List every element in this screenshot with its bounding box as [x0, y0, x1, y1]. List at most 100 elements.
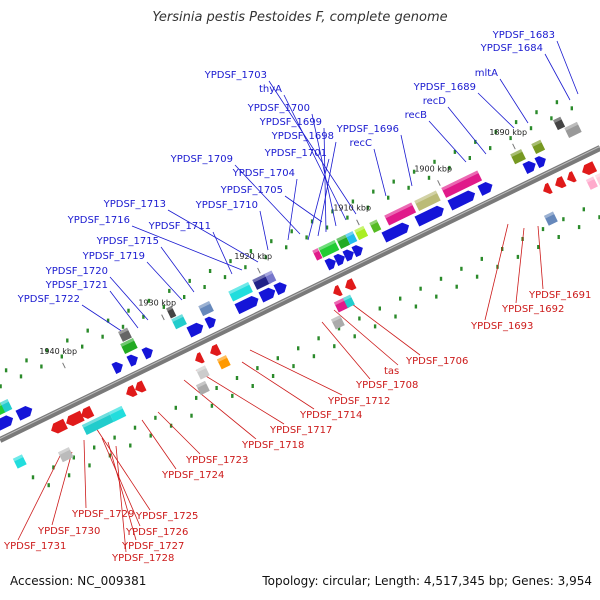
tick-line [437, 180, 441, 186]
small-gene-mark [346, 215, 349, 220]
gene-arrow-reverse [126, 384, 138, 397]
gene-feature [51, 418, 68, 434]
gene-box [216, 355, 231, 370]
small-gene-mark [60, 354, 63, 359]
small-gene-mark [453, 149, 457, 154]
small-gene-mark [435, 294, 438, 299]
leader-line [287, 178, 298, 241]
small-gene-mark [366, 205, 369, 210]
small-gene-mark [494, 130, 497, 134]
gene-feature [594, 172, 600, 186]
gene-feature [354, 225, 369, 241]
gene-label-forward: YPDSF_1689 [413, 82, 476, 93]
small-gene-mark [45, 348, 49, 353]
gene-arrow-reverse [555, 176, 567, 189]
gene-feature [81, 405, 95, 419]
gene-box [312, 248, 323, 261]
gene-box [330, 315, 345, 330]
leader-line [343, 297, 421, 356]
small-gene-mark [582, 207, 585, 212]
gene-box-shine [531, 139, 542, 147]
map-title: Yersinia pestis Pestoides F, complete ge… [152, 10, 448, 25]
small-gene-mark [72, 455, 75, 460]
gene-label-reverse: YPDSF_1714 [299, 410, 362, 421]
gene-arrow-forward [234, 295, 259, 315]
gene-box [594, 172, 600, 186]
gene-label-forward: YPDSF_1722 [17, 294, 80, 305]
gene-box-shine [120, 338, 135, 347]
gene-label-reverse: tas [384, 366, 399, 377]
gene-feature [126, 354, 138, 367]
small-gene-mark [537, 245, 540, 249]
gene-arrow-forward [0, 415, 14, 431]
gene-feature [210, 343, 222, 357]
gene-box-shine [384, 202, 413, 219]
leader-line [249, 349, 343, 396]
gene-feature [273, 282, 287, 296]
gene-box-shine [414, 190, 438, 204]
gene-label-forward: recD [423, 96, 447, 107]
gene-box-shine [369, 219, 378, 226]
small-gene-mark [550, 116, 553, 121]
gene-box-shine [336, 234, 347, 242]
small-gene-mark [271, 374, 275, 378]
label-leader-lines [17, 40, 579, 553]
gene-label-forward: YPDSF_1720 [45, 266, 108, 277]
gene-box [318, 239, 340, 258]
gene-box-shine [195, 365, 207, 373]
gene-box [171, 314, 187, 330]
small-gene-mark [127, 308, 130, 313]
small-gene-mark [535, 110, 538, 115]
small-gene-mark [562, 217, 565, 222]
leader-line [109, 290, 139, 329]
gene-feature [12, 454, 27, 469]
leader-line [284, 195, 323, 223]
leader-line [477, 92, 515, 129]
small-gene-mark [229, 259, 232, 264]
gene-box-shine [81, 412, 111, 428]
gene-arrow-forward [333, 253, 345, 266]
gene-label-forward: YPDSF_1701 [264, 148, 327, 159]
small-gene-mark [529, 126, 533, 131]
gene-feature [171, 314, 187, 330]
gene-feature [108, 405, 127, 422]
gene-feature [186, 322, 204, 338]
gene-label-forward: YPDSF_1696 [336, 124, 399, 135]
gene-arrow-forward [342, 249, 354, 262]
gene-label-reverse: YPDSF_1730 [37, 526, 100, 537]
leader-line [17, 455, 61, 541]
gene-feature [330, 315, 345, 330]
small-gene-mark [577, 225, 581, 230]
small-gene-mark [358, 316, 361, 321]
gene-feature [342, 249, 354, 262]
small-gene-mark [235, 376, 239, 380]
leader-line [183, 379, 257, 440]
gene-box [510, 149, 526, 165]
gene-feature [195, 380, 210, 396]
small-gene-mark [325, 225, 329, 230]
gene-box [0, 399, 13, 413]
gene-box [12, 454, 27, 469]
backbone-highlight [0, 146, 600, 439]
gene-arrow-reverse [195, 352, 205, 364]
gene-feature [234, 295, 259, 315]
leader-line [447, 106, 487, 155]
small-gene-mark [190, 413, 193, 418]
gene-label-reverse: YPDSF_1712 [327, 396, 390, 407]
gene-box-shine [228, 282, 250, 295]
leader-line [234, 164, 301, 235]
gene-box [531, 139, 546, 155]
gene-arrow-forward [273, 282, 287, 296]
tick-line [161, 314, 165, 321]
small-gene-mark [67, 473, 71, 478]
small-gene-mark [439, 276, 443, 281]
gene-label-forward: YPDSF_1704 [232, 168, 295, 179]
small-gene-mark [392, 179, 395, 184]
gene-arrow-reverse [582, 161, 598, 176]
small-gene-mark [251, 384, 254, 388]
gene-box [441, 170, 483, 198]
gene-arrow-reverse [543, 182, 553, 194]
genome-backbone [0, 145, 600, 443]
gene-feature [118, 327, 132, 342]
tick-label: 1920 kbp [234, 252, 272, 261]
